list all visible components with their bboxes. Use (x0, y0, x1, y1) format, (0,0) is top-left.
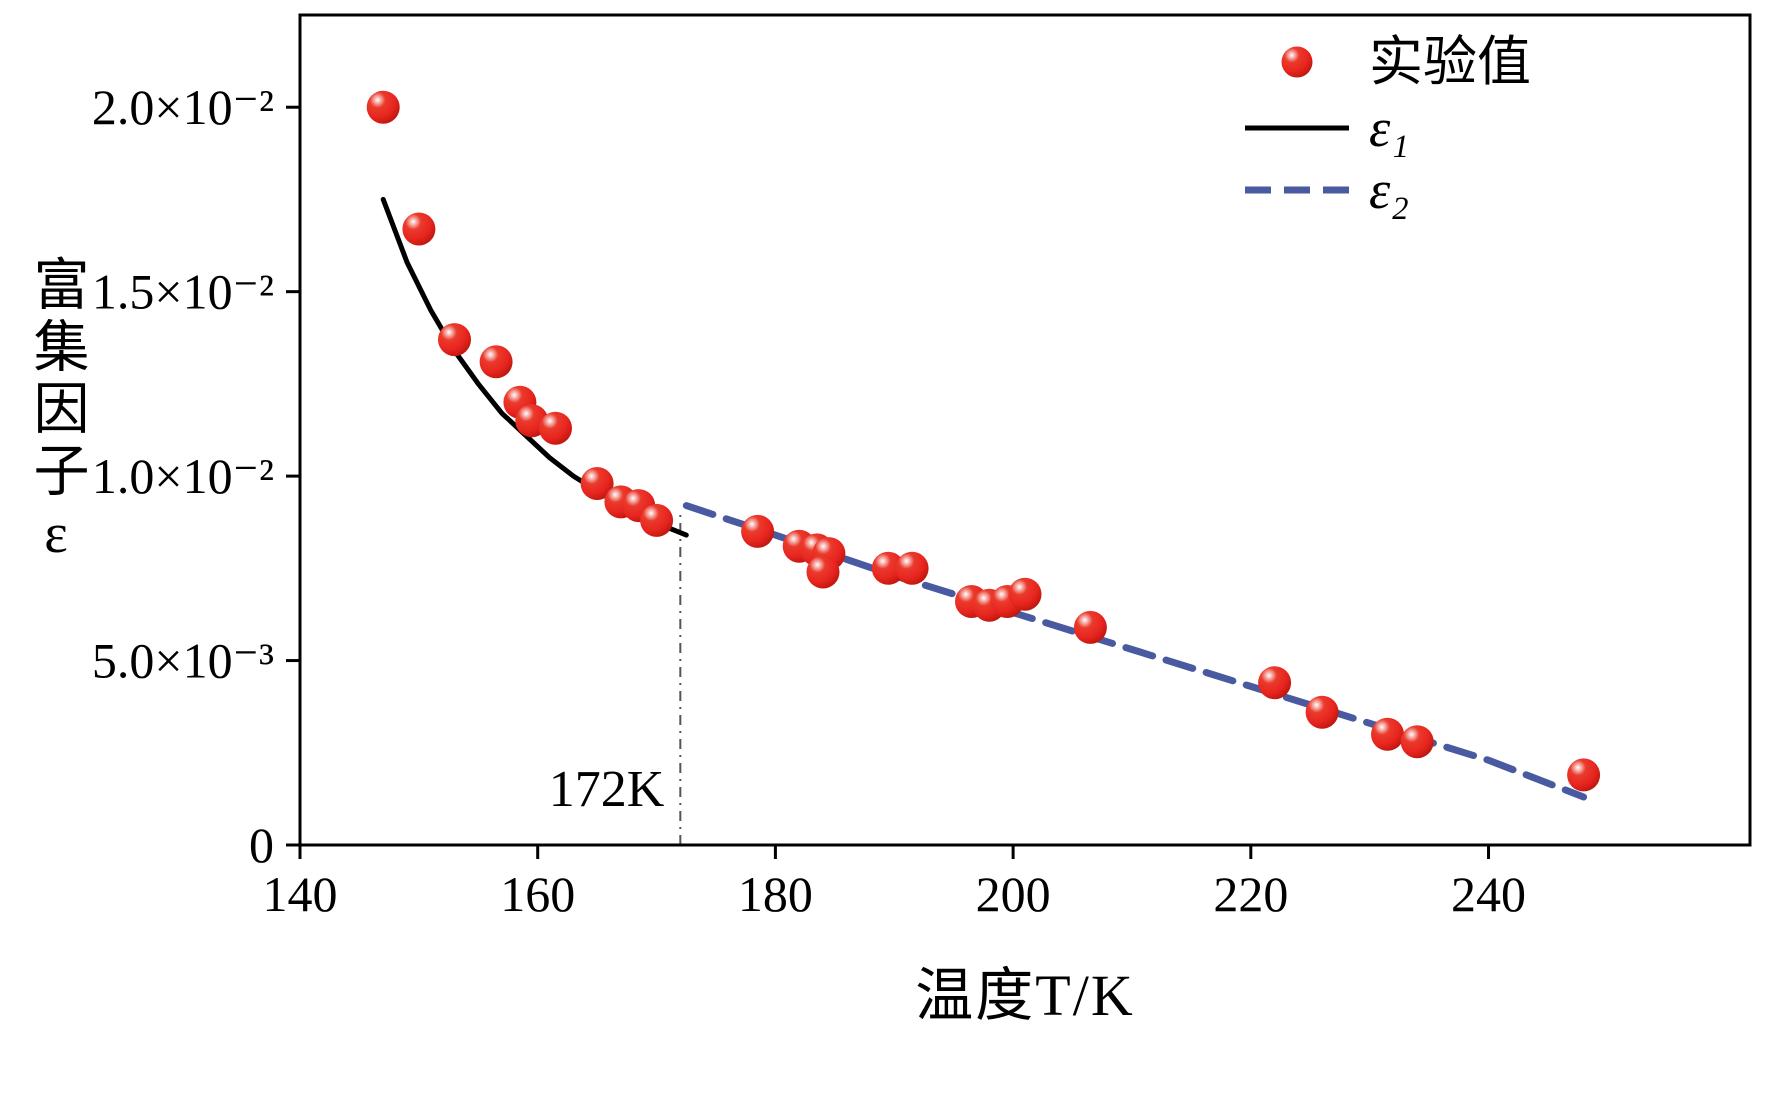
x-tick-label: 140 (263, 866, 338, 922)
data-point (580, 467, 614, 500)
data-point (366, 90, 400, 124)
x-tick-label: 180 (738, 866, 813, 922)
data-point (640, 503, 674, 537)
data-point (871, 551, 905, 585)
data-point (895, 551, 929, 585)
y-tick-label: 0 (249, 817, 274, 873)
y-tick-label: 2.0×10⁻² (92, 79, 274, 135)
data-point (539, 411, 572, 445)
data-point (402, 212, 436, 246)
x-tick-label: 160 (500, 866, 575, 922)
y-axis-title: 富集因子ε (25, 255, 87, 571)
data-point (1371, 717, 1404, 751)
x-tick-label: 240 (1451, 866, 1526, 922)
data-point (806, 555, 840, 589)
data-point (479, 345, 513, 379)
data-point (1258, 666, 1292, 700)
y-tick-label: 5.0×10⁻³ (92, 633, 274, 689)
data-point (1073, 610, 1107, 644)
legend-label: ε₂ (1369, 160, 1409, 220)
legend-marker-sphere (1281, 46, 1313, 78)
y-tick-label: 1.5×10⁻² (92, 264, 274, 320)
data-point (1008, 577, 1042, 611)
legend-label: ε₁ (1369, 98, 1409, 158)
y-tick-label: 1.0×10⁻² (92, 448, 274, 504)
curve-epsilon1 (380, 196, 689, 538)
legend-label: 实验值 (1369, 32, 1531, 92)
x-axis-title: 温度T/K (915, 963, 1135, 1028)
x-tick-label: 200 (976, 866, 1051, 922)
data-point (438, 323, 471, 357)
data-point (1305, 695, 1339, 729)
annotation-label-172k: 172K (549, 761, 665, 818)
data-point (741, 514, 775, 548)
x-tick-label: 220 (1213, 866, 1288, 922)
data-point (1400, 725, 1434, 759)
plot-frame (298, 13, 1752, 847)
data-point (1567, 758, 1601, 792)
